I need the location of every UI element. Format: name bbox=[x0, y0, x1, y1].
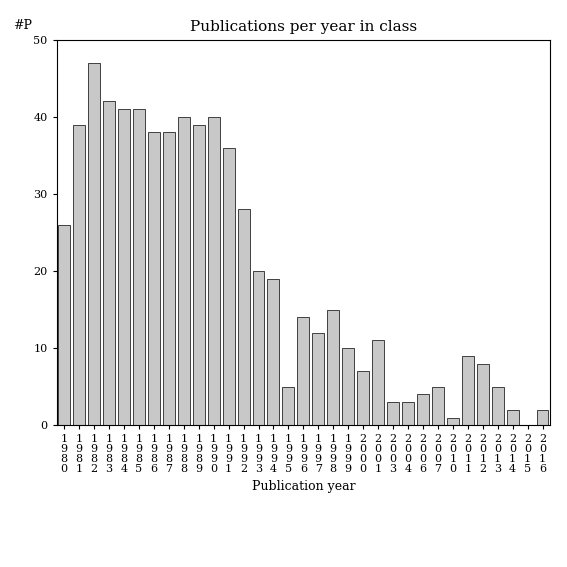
Bar bbox=[536, 410, 548, 425]
Bar bbox=[432, 387, 444, 425]
Y-axis label: #P: #P bbox=[12, 19, 32, 32]
Bar bbox=[118, 109, 130, 425]
Bar bbox=[297, 318, 310, 425]
Bar bbox=[268, 279, 280, 425]
Bar bbox=[58, 225, 70, 425]
Bar bbox=[133, 109, 145, 425]
X-axis label: Publication year: Publication year bbox=[252, 480, 355, 493]
Bar bbox=[252, 271, 264, 425]
Bar bbox=[402, 402, 414, 425]
Bar bbox=[223, 147, 235, 425]
Bar bbox=[312, 333, 324, 425]
Bar bbox=[163, 132, 175, 425]
Bar bbox=[372, 340, 384, 425]
Bar bbox=[327, 310, 339, 425]
Bar bbox=[148, 132, 160, 425]
Bar bbox=[208, 117, 219, 425]
Bar bbox=[507, 410, 519, 425]
Bar bbox=[387, 402, 399, 425]
Bar bbox=[357, 371, 369, 425]
Bar bbox=[417, 395, 429, 425]
Bar bbox=[73, 125, 85, 425]
Bar bbox=[103, 101, 115, 425]
Bar bbox=[193, 125, 205, 425]
Bar bbox=[447, 417, 459, 425]
Bar bbox=[282, 387, 294, 425]
Bar bbox=[492, 387, 503, 425]
Bar bbox=[477, 363, 489, 425]
Bar bbox=[88, 63, 100, 425]
Bar bbox=[342, 348, 354, 425]
Bar bbox=[178, 117, 190, 425]
Bar bbox=[238, 209, 249, 425]
Bar bbox=[462, 356, 474, 425]
Title: Publications per year in class: Publications per year in class bbox=[190, 20, 417, 35]
